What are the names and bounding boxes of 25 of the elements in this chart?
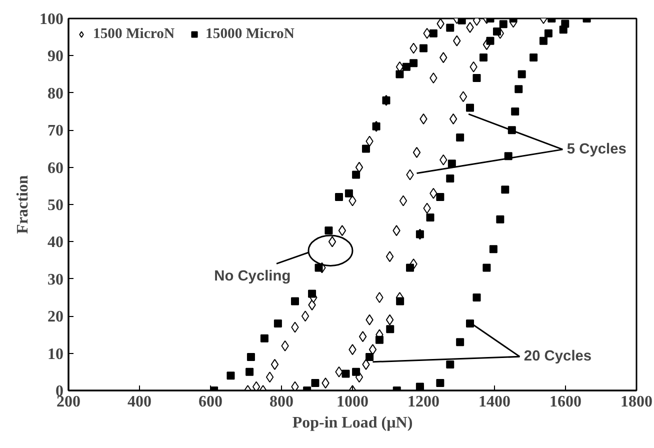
y-tick-label: 40	[48, 234, 64, 252]
x-tick-label: 1400	[478, 394, 510, 410]
x-tick-label: 400	[128, 394, 152, 410]
y-axis-title: Fraction	[14, 175, 32, 234]
x-tick-label: 600	[198, 394, 222, 410]
x-tick-label: 800	[270, 394, 294, 410]
y-tick-label: 20	[48, 308, 64, 326]
y-tick-label: 80	[48, 85, 64, 102]
legend-label: 15000 MicroN	[206, 26, 294, 42]
x-tick-label: 1600	[550, 394, 582, 410]
legend-label: 1500 MicroN	[93, 26, 175, 42]
x-tick-label: 1000	[336, 394, 368, 410]
x-tick-label: 1200	[408, 394, 440, 410]
x-axis-title: Pop-in Load (µN)	[292, 414, 413, 432]
y-tick-label: 100	[40, 11, 64, 28]
x-tick-label: 1800	[620, 394, 652, 410]
annotation: 20 Cycles	[524, 348, 592, 365]
y-tick-label: 60	[48, 160, 64, 177]
y-tick-label: 50	[48, 197, 64, 214]
y-tick-label: 90	[48, 48, 64, 66]
y-tick-label: 30	[48, 271, 64, 288]
annotation: 5 Cycles	[566, 141, 626, 158]
y-tick-label: 70	[48, 122, 64, 140]
annotation: No Cycling	[214, 268, 291, 285]
y-tick-label: 10	[48, 346, 64, 363]
